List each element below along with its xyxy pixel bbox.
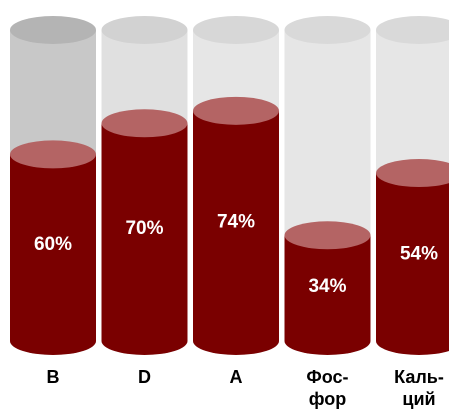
x-tick-label: Каль-ций — [394, 367, 444, 409]
bar-top — [284, 221, 371, 250]
bar-group — [10, 96, 449, 355]
value-label-group: 60% 70% 74% 34% 54% — [34, 211, 438, 297]
bar-top — [101, 109, 188, 138]
bar-top — [10, 140, 96, 169]
data-label: 70% — [125, 218, 163, 239]
track-top — [284, 16, 371, 44]
track-top — [10, 16, 96, 44]
category-label-group: B D A Фос-фор Каль-ций — [47, 367, 444, 409]
bar — [284, 235, 371, 355]
data-label: 74% — [217, 211, 255, 232]
data-label: 34% — [308, 276, 346, 297]
x-tick-label: Фос-фор — [306, 367, 348, 409]
bar — [10, 154, 96, 355]
x-tick-label: A — [230, 367, 243, 387]
bar — [376, 173, 449, 355]
bar — [101, 123, 188, 355]
track-top — [376, 16, 449, 44]
x-tick-label: B — [47, 367, 60, 387]
track-top — [101, 16, 188, 44]
track-top — [193, 16, 279, 44]
x-tick-label: D — [138, 367, 151, 387]
data-label: 54% — [400, 244, 438, 265]
bar-top — [376, 159, 449, 188]
bar — [193, 110, 279, 355]
data-label: 60% — [34, 234, 72, 255]
bar-top — [193, 96, 279, 125]
